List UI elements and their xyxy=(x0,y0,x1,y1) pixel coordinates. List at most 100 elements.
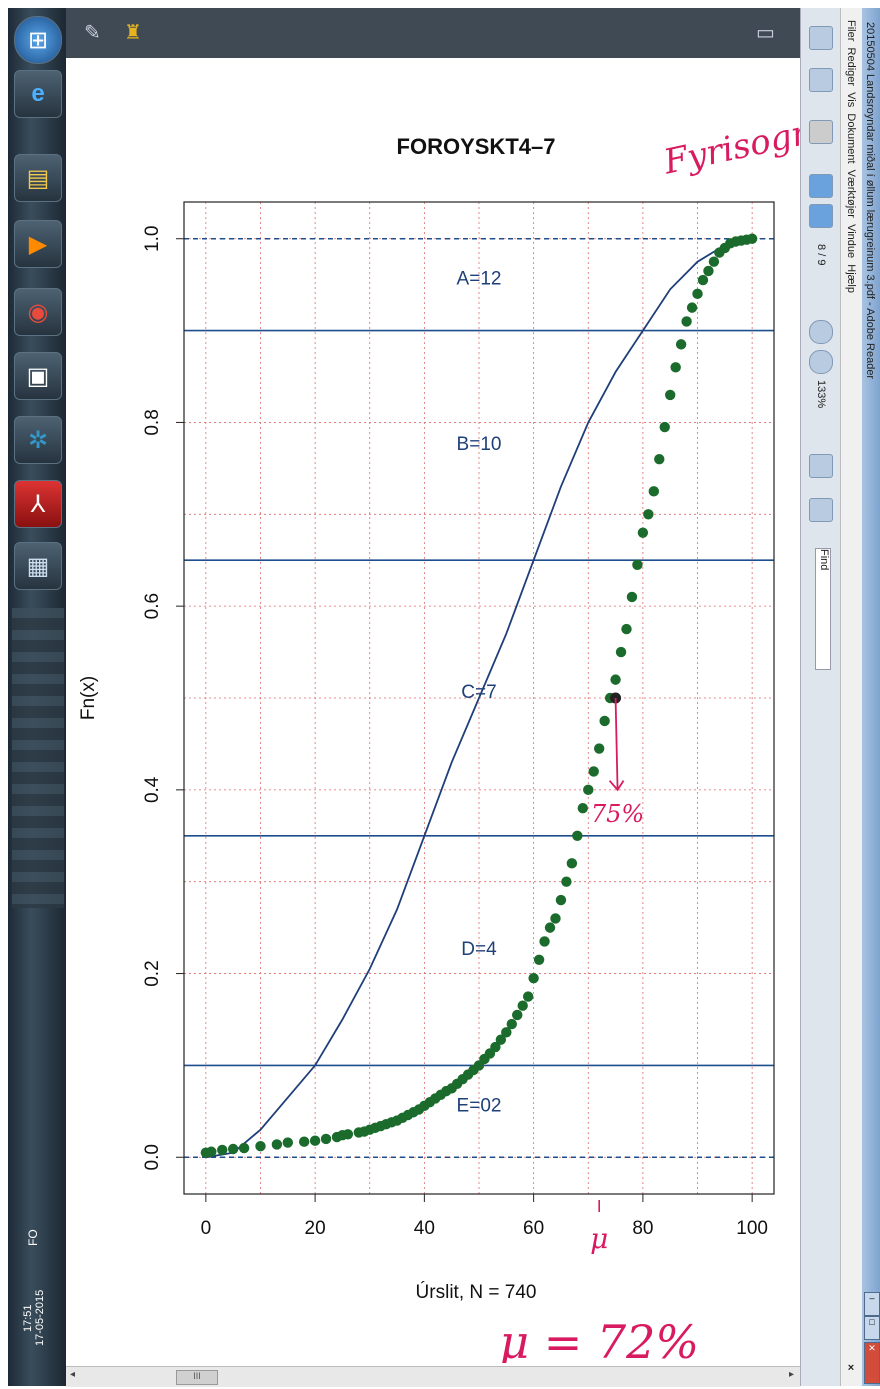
x-axis-label: Úrslit, N = 740 xyxy=(416,1281,537,1303)
paperclip-icon[interactable]: ✎ xyxy=(84,22,101,44)
data-point xyxy=(522,991,534,1002)
data-point xyxy=(495,1034,507,1045)
menu-rediger[interactable]: Rediger xyxy=(845,47,857,87)
find-label: Find xyxy=(818,549,830,571)
page-number-field[interactable]: 8 / 9 xyxy=(815,244,827,265)
data-point xyxy=(271,1139,283,1150)
title-bar: 20150504 Landsroyndar miðal í øllum læru… xyxy=(862,8,880,1386)
data-point xyxy=(621,623,632,635)
scroll-left-icon[interactable]: ◂ xyxy=(70,1369,76,1380)
data-point xyxy=(206,1146,217,1157)
data-point xyxy=(670,362,681,373)
minimize-button[interactable]: – xyxy=(864,1292,880,1316)
comment-icon[interactable]: ▭ xyxy=(756,22,775,44)
data-point xyxy=(320,1133,332,1145)
pdf-page xyxy=(66,58,800,1363)
scroll-thumb[interactable]: III xyxy=(176,1370,218,1385)
data-point xyxy=(654,453,665,465)
menu-vis[interactable]: Vis xyxy=(845,92,857,108)
horizontal-scrollbar[interactable]: ◂ III ▸ xyxy=(66,1366,800,1387)
zoom-level[interactable]: 133% xyxy=(815,380,827,409)
menu-dokument[interactable]: Dokument xyxy=(845,113,857,164)
clock-date: 17-05-2015 xyxy=(34,1289,46,1347)
data-point xyxy=(610,674,621,685)
data-point xyxy=(615,646,627,658)
email-icon[interactable] xyxy=(809,120,833,144)
grade-label: D=4 xyxy=(461,939,497,960)
annotation-arrow xyxy=(614,697,619,790)
x-tick-label: 0 xyxy=(201,1218,212,1239)
explorer-icon[interactable]: ▤ xyxy=(14,154,62,202)
print-icon[interactable] xyxy=(809,26,833,50)
header-note: Fyrisogn xyxy=(659,112,800,183)
ie-icon[interactable]: e xyxy=(14,70,62,118)
media-icon[interactable]: ▶ xyxy=(14,220,62,268)
page-current: 8 xyxy=(815,244,827,251)
zoom-out-icon[interactable] xyxy=(809,320,833,344)
page-total: 9 xyxy=(815,259,827,266)
menu-vaerktojer[interactable]: Værktøjer xyxy=(845,169,857,218)
menu-vindue[interactable]: Vindue xyxy=(845,224,857,259)
data-point xyxy=(255,1141,266,1152)
share-icon[interactable] xyxy=(809,68,833,92)
data-point xyxy=(686,302,698,313)
data-point xyxy=(746,233,758,244)
percent-annotation: 75% xyxy=(591,800,644,828)
data-point xyxy=(637,527,649,538)
data-point xyxy=(501,1027,512,1038)
data-point xyxy=(632,559,643,571)
scroll-right-icon[interactable]: ▸ xyxy=(788,1369,794,1380)
menu-hjaelp[interactable]: Hjælp xyxy=(845,264,857,293)
data-point xyxy=(517,1000,528,1011)
mu-annotation: μ xyxy=(590,1222,608,1255)
zoom-in-icon[interactable] xyxy=(809,350,833,374)
lock-icon[interactable]: ♜ xyxy=(124,22,142,44)
y-axis-label: Fn(x) xyxy=(78,676,99,720)
data-point xyxy=(577,803,588,814)
close-doc-icon[interactable]: × xyxy=(845,1362,857,1374)
next-page-icon[interactable] xyxy=(809,174,833,198)
data-point xyxy=(675,339,687,350)
axes: 0 20 40 60 80 100 0.0 0.2 0.4 0.6 0.8 1.0 xyxy=(142,201,775,1239)
window-close-button[interactable]: ✕ xyxy=(864,1342,880,1384)
y-tick-label: 0.8 xyxy=(142,409,163,435)
data-point xyxy=(643,509,654,520)
tool-icon[interactable]: ▣ xyxy=(14,352,62,400)
ecdf-chart: A=12 B=10 C=7 D=4 E=02 0 20 40 60 80 100 0.0 0.2 0.4… xyxy=(78,112,800,1363)
mean-annotation: μ = 72% xyxy=(499,1315,699,1363)
data-point xyxy=(566,858,578,869)
x-tick-label: 20 xyxy=(305,1218,326,1239)
data-point xyxy=(506,1018,517,1030)
clock[interactable]: 17:51 17-05-2015 xyxy=(22,1258,52,1378)
x-tick-label: 80 xyxy=(632,1218,653,1239)
menu-filer[interactable]: Filer xyxy=(845,20,857,42)
x-tick-label: 100 xyxy=(736,1218,768,1239)
system-tray: FO 17:51 17-05-2015 xyxy=(8,1126,66,1386)
y-tick-label: 0.0 xyxy=(142,1144,163,1170)
y-tick-label: 0.4 xyxy=(142,776,163,803)
find-field[interactable]: Find xyxy=(815,548,831,670)
tray-lang[interactable]: FO xyxy=(26,1229,40,1246)
prev-page-icon[interactable] xyxy=(809,204,833,228)
data-point xyxy=(572,830,583,841)
data-point xyxy=(593,743,605,754)
maximize-button[interactable]: □ xyxy=(864,1316,880,1340)
reader-toolbar: 8 / 9 133% Find xyxy=(800,8,841,1386)
reference-curve xyxy=(205,237,753,1159)
fit-page-icon[interactable] xyxy=(809,454,833,478)
menu-items: Filer Rediger Vis Dokument Værktøjer Vin… xyxy=(845,20,857,293)
arrow-head xyxy=(608,780,625,792)
reader-icon[interactable]: ▦ xyxy=(14,542,62,590)
game-icon[interactable]: ✲ xyxy=(14,416,62,464)
x-tick-label: 40 xyxy=(414,1218,435,1239)
start-orb-icon[interactable]: ⊞ xyxy=(14,16,62,64)
chrome-icon[interactable]: ◉ xyxy=(14,288,62,336)
fit-width-icon[interactable] xyxy=(809,498,833,522)
data-point xyxy=(599,715,610,727)
data-point xyxy=(298,1136,310,1147)
window-title: 20150504 Landsroyndar miðal í øllum læru… xyxy=(864,22,876,380)
data-point xyxy=(528,972,539,984)
acrobat-icon[interactable]: ⅄ xyxy=(14,480,62,528)
data-point xyxy=(539,936,550,947)
data-point xyxy=(626,591,638,603)
